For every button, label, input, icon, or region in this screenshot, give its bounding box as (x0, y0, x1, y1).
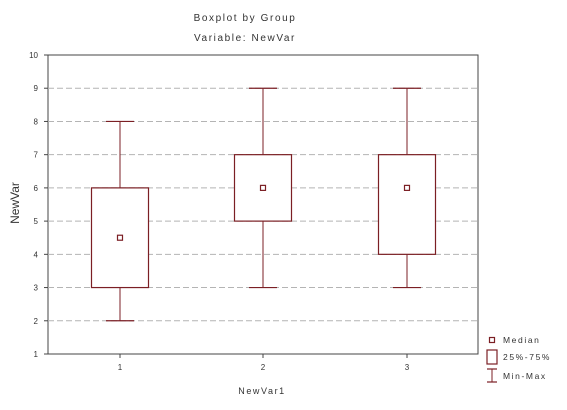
y-tick-label: 10 (29, 51, 38, 60)
x-tick-label: 3 (405, 363, 410, 372)
legend-label: Min-Max (503, 371, 547, 381)
y-tick-label: 7 (34, 151, 39, 160)
chart-title: Boxplot by Group (194, 13, 297, 24)
box-group-3 (377, 87, 437, 289)
legend-item-median-marker: Median (488, 335, 540, 345)
y-tick-label: 2 (34, 317, 39, 326)
legend-box-symbol (486, 349, 498, 365)
box-group-2 (233, 87, 293, 289)
chart-subtitle: Variable: NewVar (194, 33, 296, 44)
y-axis-label: NewVar (8, 182, 22, 224)
x-tick-label: 1 (118, 363, 123, 372)
y-tick-label: 3 (34, 284, 39, 293)
legend: Median 25%-75% Min-Max (486, 335, 551, 383)
median-marker (403, 184, 411, 191)
median-marker (116, 234, 124, 241)
legend-median-symbol (488, 336, 496, 344)
y-tick-label: 1 (34, 350, 39, 359)
box-group-1 (90, 120, 150, 322)
legend-label: Median (503, 335, 540, 345)
legend-item-box: 25%-75% (486, 349, 551, 365)
median-marker (259, 184, 267, 191)
x-axis-label: NewVar1 (238, 386, 286, 396)
y-tick-label: 5 (34, 217, 39, 226)
y-tick-label: 6 (34, 184, 39, 193)
y-tick-label: 4 (34, 250, 39, 259)
x-tick-label: 2 (261, 363, 266, 372)
y-tick-label: 8 (34, 117, 39, 126)
legend-label: 25%-75% (503, 352, 551, 362)
plot-area: 1 2 3 4 5 6 7 8 9 10 1 2 3 (29, 51, 479, 372)
iqr-box (377, 154, 437, 255)
y-tick-label: 9 (34, 84, 39, 93)
legend-item-whisker: Min-Max (487, 368, 547, 383)
